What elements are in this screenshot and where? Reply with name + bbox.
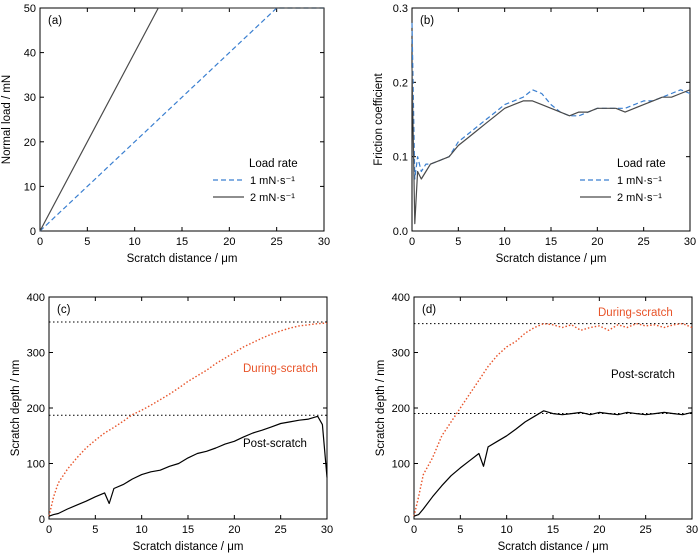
y-tick-label: 0 [404, 514, 410, 526]
y-tick-label: 0.1 [393, 152, 408, 164]
x-tick-label: 15 [545, 236, 557, 248]
y-tick-label: 400 [392, 292, 410, 304]
x-tick-label: 30 [684, 236, 696, 248]
x-axis-label: Scratch distance / μm [498, 541, 609, 553]
x-tick-label: 10 [499, 236, 511, 248]
legend-label: 2 mN·s⁻¹ [617, 192, 662, 204]
annotation-post-scratch: Post-scratch [243, 438, 307, 450]
plot-frame [413, 296, 693, 520]
legend-label: 1 mN·s⁻¹ [250, 175, 295, 187]
x-tick-label: 10 [501, 524, 513, 536]
panel-b: 0 5 10 15 20 25 30 0.0 0.1 0.2 0.3 Scratch distance… [373, 3, 696, 265]
x-tick-label: 30 [318, 236, 330, 248]
series-line-1-mn-s [411, 22, 691, 180]
y-axis-label: Normal load / mN [1, 75, 13, 164]
panel-label: (b) [420, 15, 434, 27]
legend-label: 1 mN·s⁻¹ [617, 175, 662, 187]
x-tick-label: 0 [46, 524, 52, 536]
y-tick-label: 0.2 [393, 77, 408, 89]
panel-label: (d) [422, 304, 436, 316]
x-tick-label: 15 [182, 524, 194, 536]
y-tick-label: 100 [27, 459, 45, 471]
x-tick-label: 25 [271, 236, 283, 248]
legend-label: 2 mN·s⁻¹ [250, 192, 295, 204]
y-tick-label: 0.3 [393, 3, 408, 15]
annotation-during-scratch: During-scratch [243, 363, 318, 375]
y-tick-label: 0 [30, 226, 36, 238]
legend-title: Load rate [617, 158, 666, 170]
y-axis-label: Scratch depth / nm [10, 360, 22, 457]
plot-frame [48, 296, 328, 520]
series-line-during-scratch [48, 322, 328, 517]
x-tick-label: 10 [136, 524, 148, 536]
x-axis-label: Scratch distance / μm [496, 253, 607, 265]
x-tick-label: 20 [591, 236, 603, 248]
y-tick-label: 40 [24, 48, 36, 60]
x-tick-label: 5 [457, 524, 463, 536]
series-line-2-mn-s [411, 67, 691, 225]
y-tick-label: 200 [27, 403, 45, 415]
x-tick-label: 5 [84, 236, 90, 248]
x-tick-label: 5 [455, 236, 461, 248]
series-line-2-mn-s [39, 7, 324, 232]
x-tick-label: 20 [593, 524, 605, 536]
y-tick-label: 100 [392, 459, 410, 471]
series-line-during-scratch [413, 322, 693, 517]
x-tick-label: 25 [275, 524, 287, 536]
y-axis-label: Scratch depth / nm [375, 360, 387, 457]
x-tick-label: 0 [37, 236, 43, 248]
y-tick-label: 30 [24, 92, 36, 104]
y-tick-label: 0.0 [393, 226, 408, 238]
x-tick-label: 10 [129, 236, 141, 248]
x-axis-label: Scratch distance / μm [127, 253, 238, 265]
y-tick-label: 300 [392, 348, 410, 360]
y-tick-label: 400 [27, 292, 45, 304]
x-tick-label: 30 [321, 524, 333, 536]
x-tick-label: 20 [223, 236, 235, 248]
y-tick-label: 20 [24, 137, 36, 149]
x-tick-label: 20 [228, 524, 240, 536]
panel-label: (a) [48, 15, 62, 27]
x-tick-label: 15 [547, 524, 559, 536]
annotation-post-scratch: Post-scratch [611, 369, 675, 381]
y-tick-label: 200 [392, 403, 410, 415]
x-tick-label: 5 [92, 524, 98, 536]
legend-title: Load rate [249, 158, 298, 170]
panel-label: (c) [57, 304, 71, 316]
y-axis-label: Friction coefficient [373, 72, 385, 165]
y-tick-label: 300 [27, 348, 45, 360]
panel-a: 0 5 10 15 20 25 30 0 10 20 30 40 50 Scratch distance … [1, 3, 330, 265]
x-tick-label: 25 [638, 236, 650, 248]
annotation-during-scratch: During-scratch [598, 307, 673, 319]
y-tick-label: 50 [24, 3, 36, 15]
y-tick-label: 0 [39, 514, 45, 526]
x-tick-label: 0 [409, 236, 415, 248]
x-axis-label: Scratch distance / μm [133, 541, 244, 553]
x-tick-label: 25 [640, 524, 652, 536]
x-tick-label: 0 [411, 524, 417, 536]
series-line-post-scratch [48, 415, 328, 517]
y-tick-label: 10 [24, 181, 36, 193]
x-tick-label: 15 [176, 236, 188, 248]
x-tick-label: 30 [686, 524, 698, 536]
series-line-post-scratch [413, 410, 693, 517]
